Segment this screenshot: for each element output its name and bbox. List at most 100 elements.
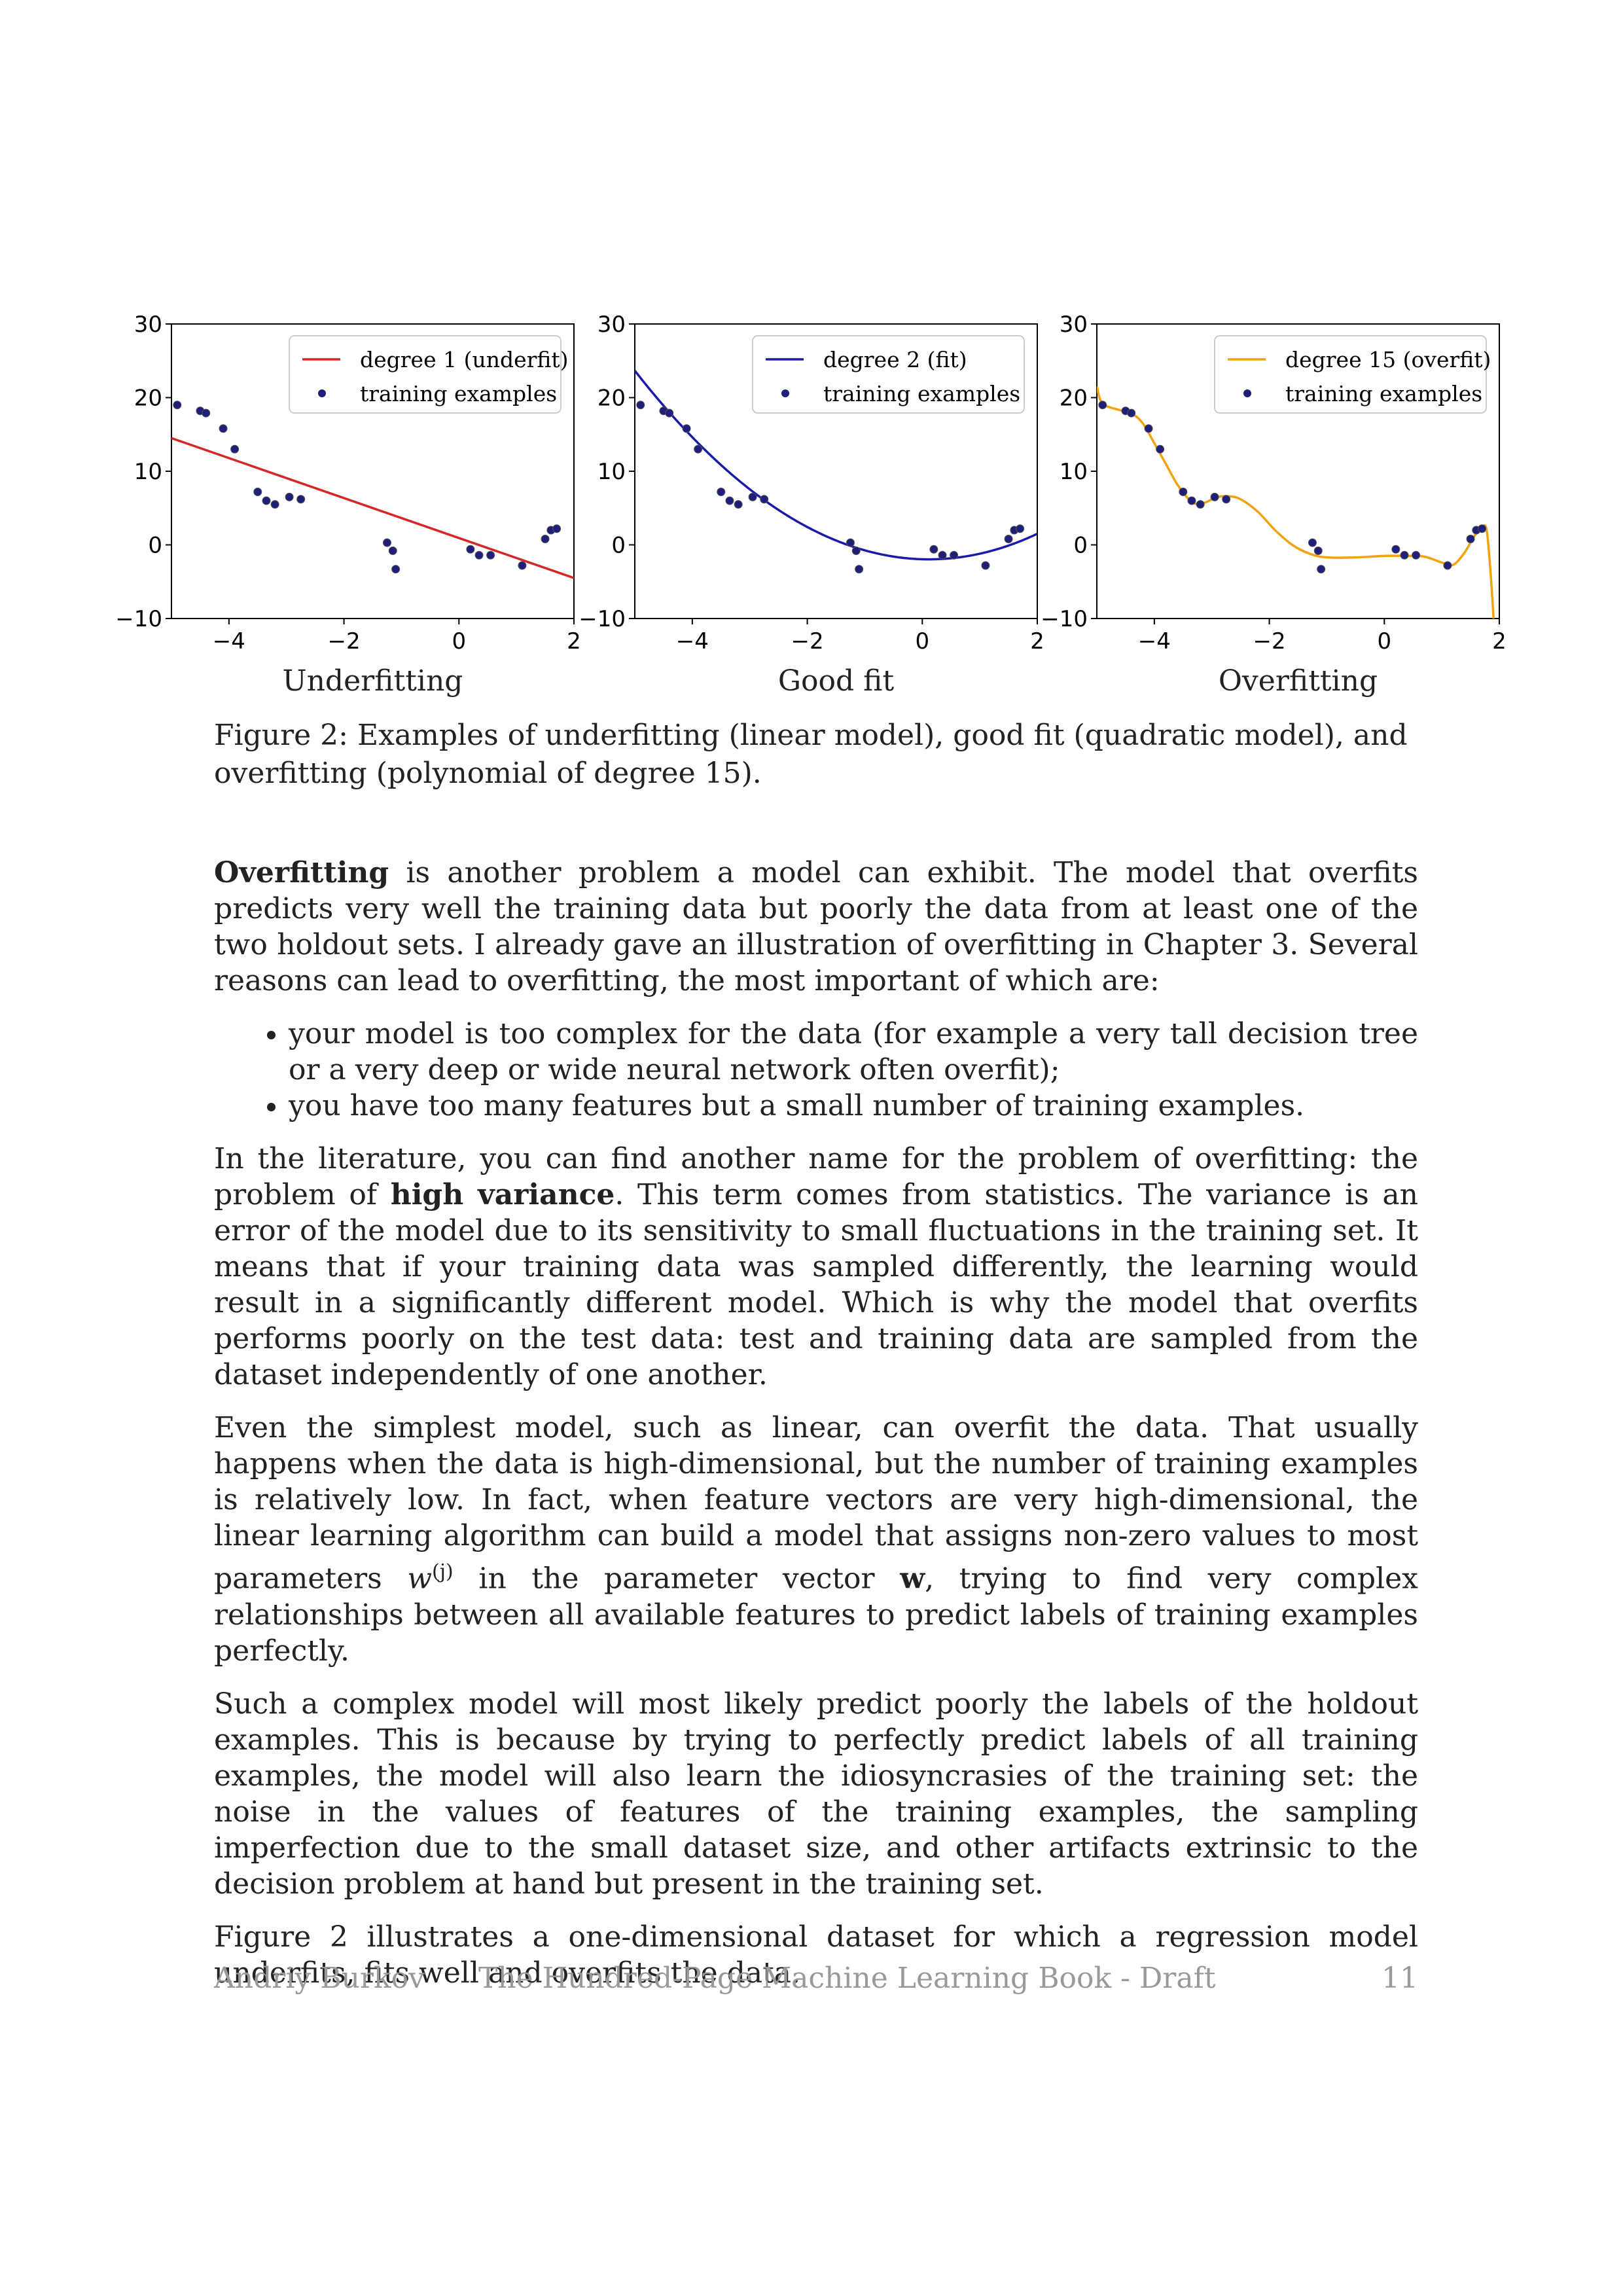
legend: degree 2 (fit) training examples [752, 335, 1025, 414]
data-point [760, 495, 769, 504]
panel-subtitle: Good fit [778, 664, 895, 698]
y-tick-label: 30 [597, 312, 626, 338]
data-point [1144, 424, 1153, 433]
y-tick-label: 0 [611, 533, 626, 559]
data-point [1098, 401, 1107, 410]
data-point [202, 408, 211, 418]
legend-box [289, 335, 562, 414]
data-point [938, 550, 947, 560]
legend-points-label: training examples [1285, 381, 1482, 406]
data-point [725, 496, 734, 505]
list-item: you have too many features but a small n… [289, 1088, 1418, 1124]
data-point [262, 496, 271, 505]
data-point [1443, 561, 1452, 570]
legend-point-swatch [1243, 389, 1251, 397]
legend-box [1214, 335, 1487, 414]
x-tick-label: −2 [791, 628, 824, 655]
data-point [682, 424, 691, 433]
data-point [1391, 545, 1400, 554]
fit-curve [635, 370, 1037, 561]
data-point [1412, 550, 1421, 560]
term-high-variance: high variance [390, 1178, 615, 1211]
paragraph-3-text-a: Even the simplest model, such as linear,… [214, 1411, 1418, 1596]
legend-points-label: training examples [360, 381, 557, 406]
data-point [694, 444, 703, 454]
data-point [1179, 488, 1188, 496]
data-point [1400, 550, 1409, 560]
y-tick-label: −10 [115, 606, 162, 632]
legend: degree 1 (underfit) training examples [289, 335, 569, 414]
legend-box [752, 335, 1025, 414]
x-tick-label: −2 [328, 628, 361, 655]
data-point [1478, 524, 1487, 533]
data-point [230, 444, 240, 454]
data-point [541, 535, 550, 543]
panel-subtitle: Underfitting [283, 664, 463, 698]
data-point [1317, 565, 1326, 574]
legend-line-label: degree 15 (overfit) [1285, 347, 1491, 372]
reasons-list: your model is too complex for the data (… [214, 1016, 1418, 1124]
paragraph-3-text-c: , trying to find very complex relationsh… [214, 1562, 1418, 1668]
paragraph-2-text-a: In the literature, you can find another … [214, 1142, 1418, 1211]
fit-curve [171, 437, 574, 579]
data-point [518, 561, 527, 570]
panel-2: 30 20 10 0 −10 −4 −2 0 2 degree 2 (fit) training e… [579, 312, 1044, 698]
y-tick-label: 0 [148, 533, 162, 559]
x-tick-label: 0 [1377, 628, 1391, 655]
list-item: your model is too complex for the data (… [289, 1016, 1418, 1088]
data-point [296, 495, 306, 504]
data-point [846, 538, 855, 547]
data-point [665, 408, 674, 418]
data-point [1156, 444, 1165, 454]
footer-author: Andriy Burkov [214, 1962, 425, 1995]
data-point [1196, 500, 1205, 509]
data-point [253, 488, 262, 496]
data-point [981, 561, 990, 570]
data-point [1210, 492, 1219, 501]
paragraph-2: In the literature, you can find another … [214, 1141, 1418, 1393]
y-tick-label: 0 [1073, 533, 1088, 559]
y-tick-label: 30 [134, 312, 162, 338]
data-point [1016, 524, 1025, 533]
y-tick-label: −10 [1041, 606, 1088, 632]
y-tick-label: 20 [597, 386, 626, 412]
paragraph-2-text-b: . This term comes from statistics. The v… [214, 1178, 1419, 1391]
paragraph-4: Such a complex model will most likely pr… [214, 1687, 1418, 1901]
y-tick-label: 30 [1060, 312, 1088, 338]
data-point [1466, 535, 1475, 543]
caption-label: Figure 2: [214, 719, 348, 752]
data-point [388, 547, 397, 555]
data-point [950, 550, 959, 560]
y-tick-label: 20 [1060, 386, 1088, 412]
data-point [391, 565, 401, 574]
x-tick-label: 0 [452, 628, 466, 655]
data-point [748, 492, 757, 501]
y-tick-label: −10 [579, 606, 626, 632]
legend-point-swatch [318, 389, 326, 397]
footer-book-title: The Hundred-Page Machine Learning Book -… [478, 1962, 1216, 1995]
data-point [734, 500, 743, 509]
data-point [270, 500, 279, 509]
paragraph-1: Overfitting is another problem a model c… [214, 855, 1418, 999]
math-w: w [407, 1562, 433, 1596]
legend-points-label: training examples [823, 381, 1020, 406]
data-point [285, 492, 294, 501]
data-point [1187, 496, 1196, 505]
data-point [855, 565, 864, 574]
data-point [851, 547, 861, 555]
panel-3: 30 20 10 0 −10 −4 −2 0 2 degree 15 (overfit) train… [1041, 312, 1507, 698]
math-vector-w: w [900, 1562, 925, 1596]
data-point [1313, 547, 1323, 555]
paragraph-5: Figure 2 illustrates a one-dimensional d… [214, 1920, 1418, 1990]
term-overfitting: Overfitting [214, 856, 389, 889]
panel-1: 30 20 10 0 −10 −4 −2 0 2 degree 1 (underfit) train… [115, 312, 581, 698]
page-number: 11 [1382, 1962, 1418, 1995]
y-tick-label: 20 [134, 386, 162, 412]
paragraph-3: Even the simplest model, such as linear,… [214, 1410, 1418, 1669]
figure-caption: Figure 2: Examples of underfitting (line… [214, 717, 1418, 793]
caption-text: Examples of underfitting (linear model),… [214, 719, 1408, 790]
x-tick-label: 2 [1492, 628, 1507, 655]
data-point [219, 424, 228, 433]
paragraph-3-text-b: in the parameter vector [453, 1562, 901, 1596]
